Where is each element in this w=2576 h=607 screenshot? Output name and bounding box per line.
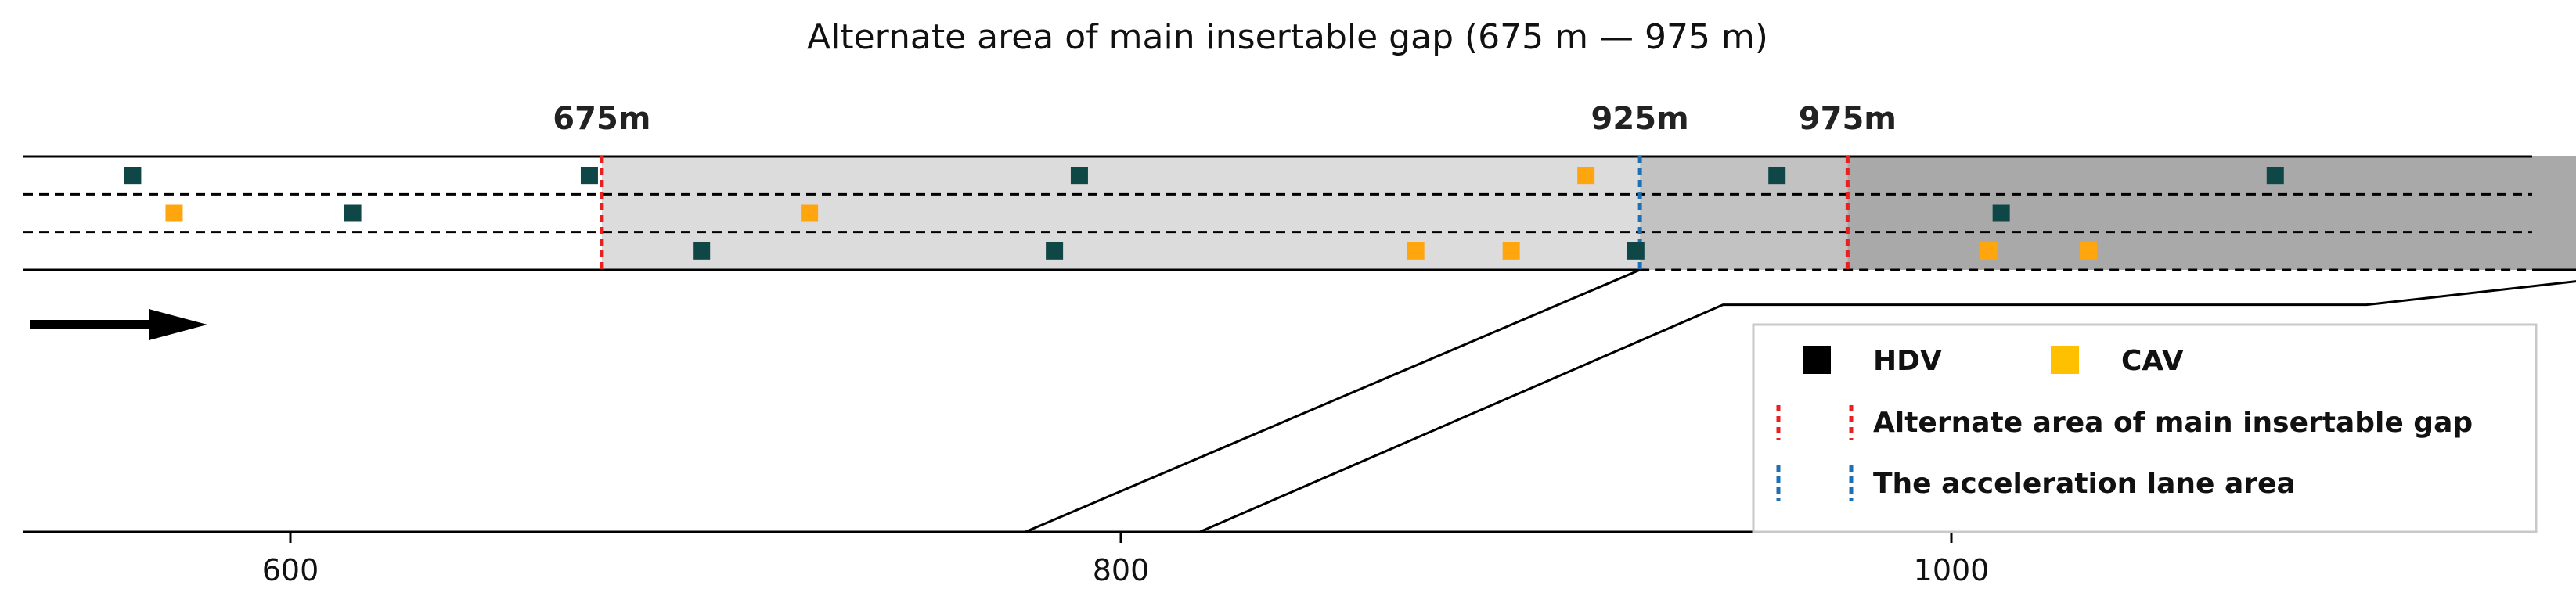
hdv-vehicle bbox=[580, 167, 598, 185]
axis-tick-label-800: 800 bbox=[1093, 553, 1150, 587]
gap-shaded-region bbox=[601, 156, 1641, 270]
hdv-vehicle bbox=[1070, 167, 1088, 185]
road bbox=[23, 155, 2576, 271]
cav-vehicle bbox=[2080, 242, 2098, 260]
cav-vehicle bbox=[1407, 242, 1425, 260]
direction-arrow-icon bbox=[30, 309, 207, 340]
marker-label-675: 675m bbox=[553, 101, 650, 137]
legend-box bbox=[1752, 323, 2538, 533]
vehicles bbox=[124, 167, 2284, 260]
axis-tick-label-600: 600 bbox=[262, 553, 319, 587]
cav-vehicle bbox=[1577, 167, 1595, 185]
legend-hdv-label: HDV bbox=[1873, 345, 1942, 377]
marker-label-975: 975m bbox=[1799, 101, 1897, 137]
marker-label-925: 925m bbox=[1591, 101, 1689, 137]
legend: HDV CAV Alternate area of main insertabl… bbox=[1752, 323, 2538, 533]
accel-lane-shaded-region bbox=[1847, 156, 2576, 270]
legend-hdv-swatch bbox=[1803, 346, 1831, 374]
ramp-right-edge bbox=[1199, 280, 2576, 533]
legend-cav-swatch bbox=[2051, 346, 2079, 374]
cav-vehicle bbox=[801, 204, 819, 222]
cav-vehicle bbox=[165, 204, 183, 222]
hdv-vehicle bbox=[1768, 167, 1786, 185]
legend-gap-label: Alternate area of main insertable gap bbox=[1873, 407, 2473, 439]
hdv-vehicle bbox=[1627, 242, 1645, 260]
hdv-vehicle bbox=[693, 242, 711, 260]
diagram-title: Alternate area of main insertable gap (6… bbox=[807, 17, 1768, 57]
axis-tick-label-1000: 1000 bbox=[1914, 553, 1990, 587]
cav-vehicle bbox=[1502, 242, 1520, 260]
hdv-vehicle bbox=[1046, 242, 1064, 260]
cav-vehicle bbox=[1980, 242, 1998, 260]
legend-cav-label: CAV bbox=[2121, 345, 2184, 377]
x-axis: 600 800 1000 bbox=[23, 530, 2532, 587]
hdv-vehicle bbox=[344, 204, 362, 222]
accel-overlap-shaded-region bbox=[1640, 156, 1848, 270]
hdv-vehicle bbox=[124, 167, 142, 185]
hdv-vehicle bbox=[1992, 204, 2010, 222]
hdv-vehicle bbox=[2266, 167, 2284, 185]
legend-accel-label: The acceleration lane area bbox=[1873, 468, 2296, 500]
on-ramp bbox=[1025, 268, 2576, 533]
ramp-left-edge bbox=[1025, 268, 1641, 533]
